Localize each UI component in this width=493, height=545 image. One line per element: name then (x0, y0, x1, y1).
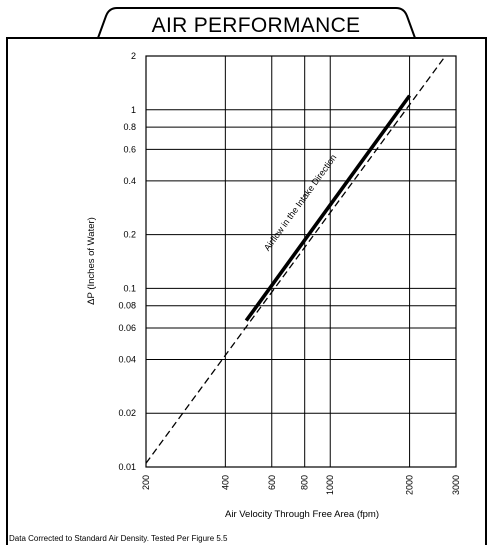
series (145, 57, 445, 464)
x-tick-label-800: 800 (300, 475, 310, 490)
y-tick-label-0.8: 0.8 (123, 122, 136, 132)
y-tick-label-0.08: 0.08 (118, 301, 136, 311)
tick-labels: 200 400 600 800 1000 2000 3000 0.01 0.02 0.04 0.06… (118, 51, 461, 495)
y-tick-label-1: 1 (131, 105, 136, 115)
x-tick-label-600: 600 (267, 475, 277, 490)
annotation-airflow-intake: Airflow in the Intake Direction (262, 152, 339, 252)
y-tick-label-0.6: 0.6 (123, 144, 136, 154)
y-tick-label-2: 2 (131, 51, 136, 61)
y-tick-label-0.06: 0.06 (118, 323, 136, 333)
y-tick-label-0.02: 0.02 (118, 408, 136, 418)
title-banner (97, 7, 416, 39)
x-tick-label-2000: 2000 (405, 475, 415, 495)
x-tick-label-200: 200 (141, 475, 151, 490)
series-line-solid (244, 94, 412, 322)
x-tick-label-400: 400 (220, 475, 230, 490)
y-tick-label-0.2: 0.2 (123, 230, 136, 240)
grid (145, 55, 457, 468)
x-tick-label-1000: 1000 (325, 475, 335, 495)
y-tick-label-0.4: 0.4 (123, 176, 136, 186)
series-line-dashed (145, 57, 445, 464)
chart-title: AIR PERFORMANCE (152, 14, 361, 37)
x-tick-label-3000: 3000 (451, 475, 461, 495)
y-tick-label-0.04: 0.04 (118, 354, 136, 364)
y-axis-label: ΔP (Inches of Water) (86, 217, 97, 305)
y-tick-label-0.1: 0.1 (123, 283, 136, 293)
y-tick-label-0.01: 0.01 (118, 462, 136, 472)
x-axis-label: Air Velocity Through Free Area (fpm) (225, 509, 379, 520)
footnote: Data Corrected to Standard Air Density. … (9, 534, 228, 543)
